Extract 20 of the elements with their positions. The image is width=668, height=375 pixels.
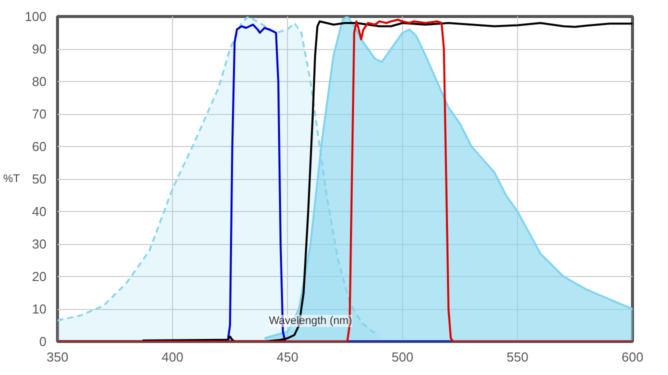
x-tick-label: 600 <box>622 350 644 364</box>
x-tick-label: 550 <box>506 350 528 364</box>
y-tick-label: 80 <box>32 74 47 89</box>
y-tick-label: 0 <box>39 334 47 349</box>
y-tick-label: 40 <box>32 204 47 219</box>
y-tick-label: 50 <box>32 172 47 186</box>
x-tick-label: 350 <box>46 350 68 364</box>
y-axis-title: %T <box>3 173 20 185</box>
y-tick-label: 20 <box>32 269 47 284</box>
y-tick-label: 90 <box>32 42 47 56</box>
x-tick-label: 450 <box>276 350 298 364</box>
y-tick-label: 10 <box>32 302 47 316</box>
x-tick-label: 400 <box>162 350 184 364</box>
y-tick-label: 100 <box>24 9 47 24</box>
y-tick-label: 30 <box>32 236 47 252</box>
y-tick-label: 60 <box>32 139 47 154</box>
x-tick-label: 500 <box>392 350 414 364</box>
x-axis-title: Wavelength (nm) <box>268 314 352 327</box>
y-tick-label: 70 <box>32 106 47 122</box>
line-series <box>142 20 632 342</box>
